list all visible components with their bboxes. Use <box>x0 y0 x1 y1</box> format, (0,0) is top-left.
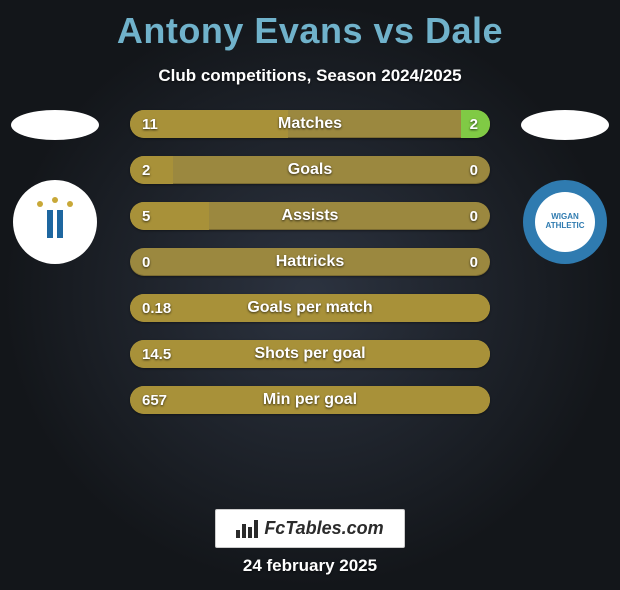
comparison-content: WIGAN ATHLETIC 112Matches 20Goals 50Assist… <box>0 110 620 414</box>
stat-segment-left <box>130 110 288 138</box>
club-crest-left <box>13 180 97 264</box>
flag-right-icon <box>521 110 609 140</box>
stat-row: 0.18Goals per match <box>130 294 490 322</box>
stat-row: 0 0Hattricks <box>130 248 490 276</box>
player-right-side: WIGAN ATHLETIC <box>510 110 620 264</box>
brand-footer: FcTables.com <box>0 509 620 548</box>
stat-segment-left <box>130 202 209 230</box>
stat-value-right: 0 <box>470 202 478 230</box>
bars-icon <box>236 520 258 538</box>
player-left-side <box>0 110 110 264</box>
stat-segment-left <box>130 294 490 322</box>
stat-segment-left <box>130 386 490 414</box>
club-crest-right: WIGAN ATHLETIC <box>523 180 607 264</box>
stat-value-right: 0 <box>470 156 478 184</box>
stat-segment-left <box>130 340 490 368</box>
stat-value-left: 0 <box>142 248 150 276</box>
flag-left-icon <box>11 110 99 140</box>
stat-row: 657Min per goal <box>130 386 490 414</box>
crest-left-icon <box>27 194 83 250</box>
stat-row: 112Matches <box>130 110 490 138</box>
subtitle: Club competitions, Season 2024/2025 <box>0 66 620 86</box>
stat-segment-right <box>461 110 490 138</box>
stat-label: Goals <box>130 156 490 184</box>
club-right-label: WIGAN ATHLETIC <box>535 213 595 231</box>
stat-row: 20Goals <box>130 156 490 184</box>
stat-row: 14.5Shots per goal <box>130 340 490 368</box>
stat-bars: 112Matches20Goals50Assists00Hattricks0.1… <box>130 110 490 414</box>
stat-segment-left <box>130 156 173 184</box>
brand-logo: FcTables.com <box>215 509 404 548</box>
brand-text: FcTables.com <box>264 518 383 539</box>
date-label: 24 february 2025 <box>0 556 620 576</box>
stat-value-right: 0 <box>470 248 478 276</box>
page-title: Antony Evans vs Dale <box>0 10 620 52</box>
stat-row: 50Assists <box>130 202 490 230</box>
stat-label: Hattricks <box>130 248 490 276</box>
